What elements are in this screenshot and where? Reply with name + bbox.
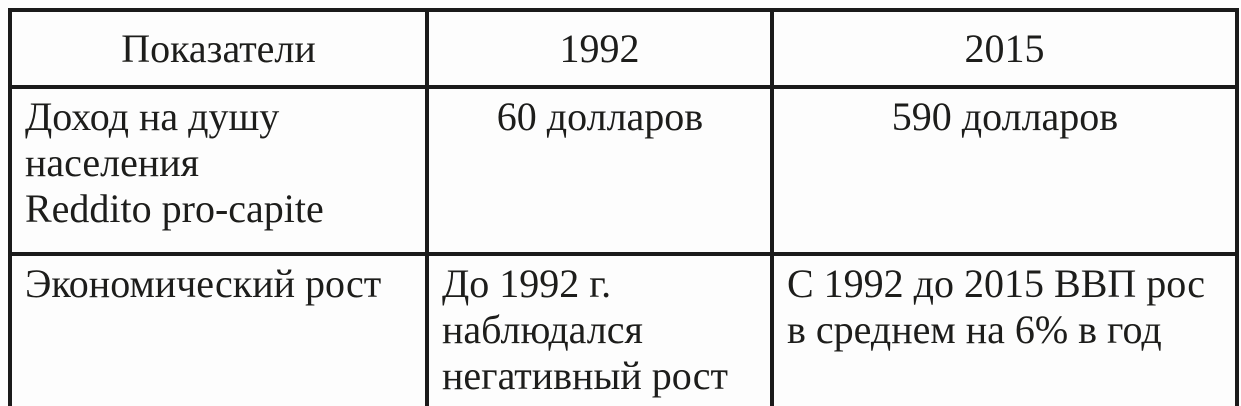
table-header-row: Показатели 1992 2015: [8, 8, 1239, 89]
cell-income-2015: 590 долларов: [770, 85, 1239, 256]
header-year-2015: 2015: [770, 8, 1239, 89]
table-row-growth: Экономический рост До 1992 г. наблюдался…: [8, 252, 1239, 406]
cell-income-1992: 60 долларов: [425, 85, 774, 256]
header-year-1992: 1992: [425, 8, 774, 89]
header-indicators: Показатели: [8, 8, 429, 89]
cell-growth-1992: До 1992 г. наблюдался негативный рост: [425, 252, 774, 406]
cell-growth-indicator: Экономический рост: [8, 252, 429, 406]
indicators-table: Показатели 1992 2015 Доход на душу насел…: [8, 8, 1239, 406]
cell-growth-2015: С 1992 до 2015 ВВП рос в среднем на 6% в…: [770, 252, 1239, 406]
cell-income-indicator: Доход на душу населения Reddito pro-capi…: [8, 85, 429, 256]
table-row-income: Доход на душу населения Reddito pro-capi…: [8, 85, 1239, 256]
